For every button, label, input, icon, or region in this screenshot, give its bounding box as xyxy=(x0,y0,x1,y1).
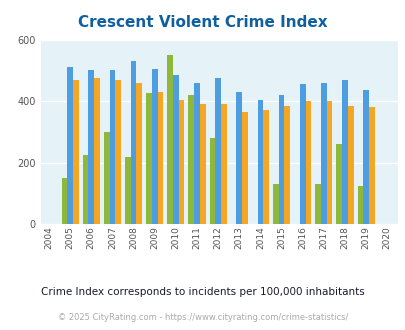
Bar xyxy=(151,69,157,224)
Bar xyxy=(194,83,199,224)
Bar xyxy=(167,55,173,224)
Bar xyxy=(109,70,115,224)
Bar xyxy=(146,93,151,224)
Bar xyxy=(199,104,205,224)
Bar xyxy=(362,90,368,224)
Bar xyxy=(188,95,194,224)
Bar xyxy=(368,107,374,224)
Bar xyxy=(357,186,362,224)
Text: © 2025 CityRating.com - https://www.cityrating.com/crime-statistics/: © 2025 CityRating.com - https://www.city… xyxy=(58,313,347,322)
Bar xyxy=(62,178,67,224)
Text: Crescent Violent Crime Index: Crescent Violent Crime Index xyxy=(78,15,327,30)
Bar xyxy=(67,67,73,224)
Bar xyxy=(125,157,130,224)
Bar xyxy=(83,155,88,224)
Bar xyxy=(299,84,305,224)
Bar xyxy=(73,80,79,224)
Bar xyxy=(220,104,226,224)
Bar xyxy=(341,80,347,224)
Bar xyxy=(136,83,142,224)
Bar xyxy=(130,61,136,224)
Bar xyxy=(104,132,109,224)
Bar xyxy=(236,92,241,224)
Bar xyxy=(241,112,247,224)
Bar xyxy=(320,83,326,224)
Bar xyxy=(94,78,100,224)
Bar xyxy=(278,95,284,224)
Bar xyxy=(273,184,278,224)
Bar xyxy=(209,138,215,224)
Bar xyxy=(347,106,353,224)
Text: Crime Index corresponds to incidents per 100,000 inhabitants: Crime Index corresponds to incidents per… xyxy=(41,287,364,297)
Bar xyxy=(157,92,163,224)
Bar xyxy=(178,100,184,224)
Bar xyxy=(257,100,263,224)
Bar xyxy=(215,78,220,224)
Bar xyxy=(115,80,121,224)
Bar xyxy=(284,106,290,224)
Bar xyxy=(88,70,94,224)
Bar xyxy=(173,75,178,224)
Bar xyxy=(326,101,332,224)
Bar xyxy=(263,111,269,224)
Bar xyxy=(305,101,311,224)
Bar xyxy=(336,144,341,224)
Bar xyxy=(315,184,320,224)
